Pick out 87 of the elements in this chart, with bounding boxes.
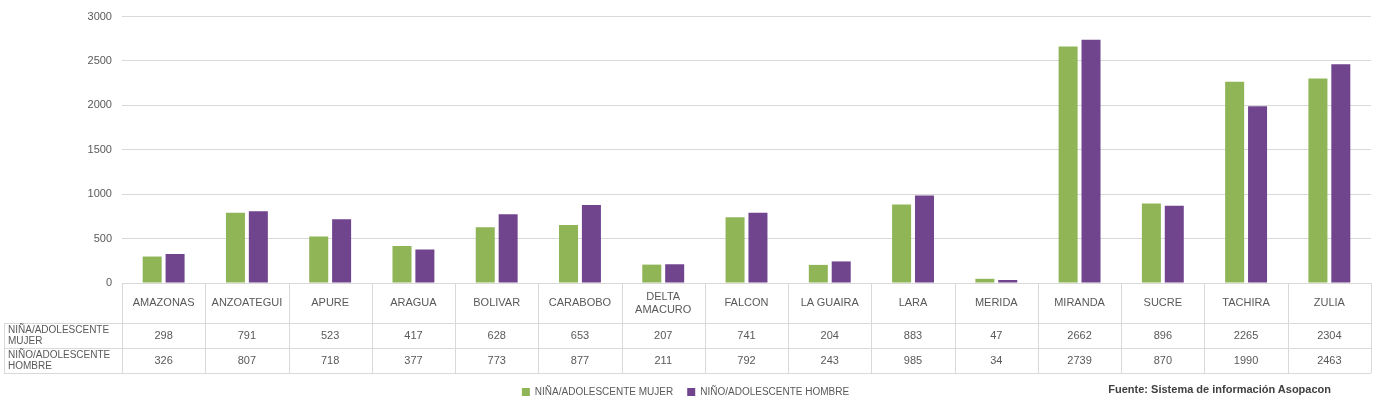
- data-label: 207: [654, 328, 673, 341]
- x-tick-label: CARABOBO: [548, 296, 612, 309]
- bar: [975, 278, 995, 283]
- data-label: 417: [404, 328, 423, 341]
- bar: [248, 211, 268, 283]
- bar: [1058, 46, 1078, 283]
- bar: [581, 205, 601, 283]
- y-tick-label: 0: [105, 276, 112, 289]
- bar: [225, 212, 245, 283]
- x-tick-label: DELTA AMACURO: [635, 289, 692, 315]
- data-label: 34: [990, 353, 1003, 366]
- x-tick-label: MIRANDA: [1054, 296, 1106, 309]
- bar: [332, 219, 352, 283]
- y-tick-label: 1500: [87, 142, 112, 155]
- data-label: 883: [903, 328, 923, 341]
- legend-label: NIÑO/ADOLESCENTE HOMBRE: [700, 384, 850, 397]
- bar: [475, 227, 495, 283]
- data-label: 870: [1153, 353, 1173, 366]
- data-label: 653: [570, 328, 590, 341]
- data-label: 47: [990, 328, 1003, 341]
- x-tick-label: AMAZONAS: [132, 296, 195, 309]
- data-label: 628: [487, 328, 506, 341]
- x-tick-label: BOLIVAR: [473, 296, 521, 309]
- x-tick-label: FALCON: [724, 296, 769, 309]
- y-tick-label: 2500: [87, 54, 112, 67]
- data-label: 204: [820, 328, 839, 341]
- bar: [1081, 39, 1101, 283]
- bar: [1248, 106, 1268, 283]
- x-tick-label: LA GUAIRA: [800, 296, 860, 309]
- data-label: 791: [237, 328, 257, 341]
- data-label: 1990: [1233, 353, 1259, 366]
- data-label: 2662: [1067, 328, 1092, 341]
- text: NIÑO/ADOLESCENTE HOMBRE: [8, 348, 111, 371]
- data-label: 807: [237, 353, 257, 366]
- bar: [142, 256, 162, 283]
- x-tick-label: ZULIA: [1313, 296, 1346, 309]
- x-tick-label: SUCRE: [1143, 296, 1183, 309]
- y-tick-label: 1000: [87, 187, 112, 200]
- legend-label: NIÑA/ADOLESCENTE MUJER: [534, 384, 674, 397]
- x-tick-label: TACHIRA: [1222, 296, 1271, 309]
- x-tick-label: ARAGUA: [390, 296, 438, 309]
- bar: [725, 217, 745, 283]
- bar: [1331, 64, 1351, 283]
- text: NIÑA/ADOLESCENTE MUJER: [8, 323, 110, 346]
- data-label: 2463: [1317, 353, 1342, 366]
- data-label: 2265: [1233, 328, 1259, 341]
- bar: [1141, 203, 1161, 283]
- x-tick-label: APURE: [311, 296, 350, 309]
- data-label: 792: [737, 353, 756, 366]
- data-label: 2739: [1067, 353, 1092, 366]
- bar: [498, 214, 518, 283]
- bar: [1308, 78, 1328, 283]
- bar: [559, 225, 579, 283]
- bar: [665, 264, 685, 283]
- data-label: 718: [320, 353, 340, 366]
- bar: [914, 195, 934, 283]
- bar: [748, 212, 768, 283]
- data-label: 326: [154, 353, 173, 366]
- data-label: 243: [820, 353, 839, 366]
- x-tick-label: MERIDA: [974, 296, 1019, 309]
- bar: [808, 264, 828, 283]
- y-tick-label: 2000: [87, 98, 112, 111]
- bar: [1225, 81, 1245, 283]
- bar: [165, 254, 185, 283]
- bar: [309, 236, 329, 283]
- data-label: 523: [320, 328, 340, 341]
- x-tick-label: ANZOATEGUI: [211, 296, 283, 309]
- bar: [892, 204, 912, 283]
- bar: [831, 261, 851, 283]
- bar: [415, 249, 435, 283]
- data-label: 773: [487, 353, 506, 366]
- data-label: 211: [654, 353, 673, 366]
- bar: [642, 264, 662, 283]
- x-tick-label: LARA: [898, 296, 929, 309]
- bar: [392, 245, 412, 283]
- data-label: 877: [570, 353, 590, 366]
- bar: [1164, 205, 1184, 283]
- y-tick-label: 500: [93, 231, 112, 244]
- data-label: 741: [737, 328, 756, 341]
- y-tick-label: 3000: [87, 9, 112, 22]
- bar: [998, 279, 1018, 283]
- data-label: 985: [903, 353, 923, 366]
- source-note: Fuente: Sistema de información Asopacon: [1108, 383, 1332, 396]
- data-label: 298: [154, 328, 173, 341]
- data-label: 2304: [1317, 328, 1342, 341]
- data-label: 896: [1153, 328, 1173, 341]
- data-label: 377: [404, 353, 423, 366]
